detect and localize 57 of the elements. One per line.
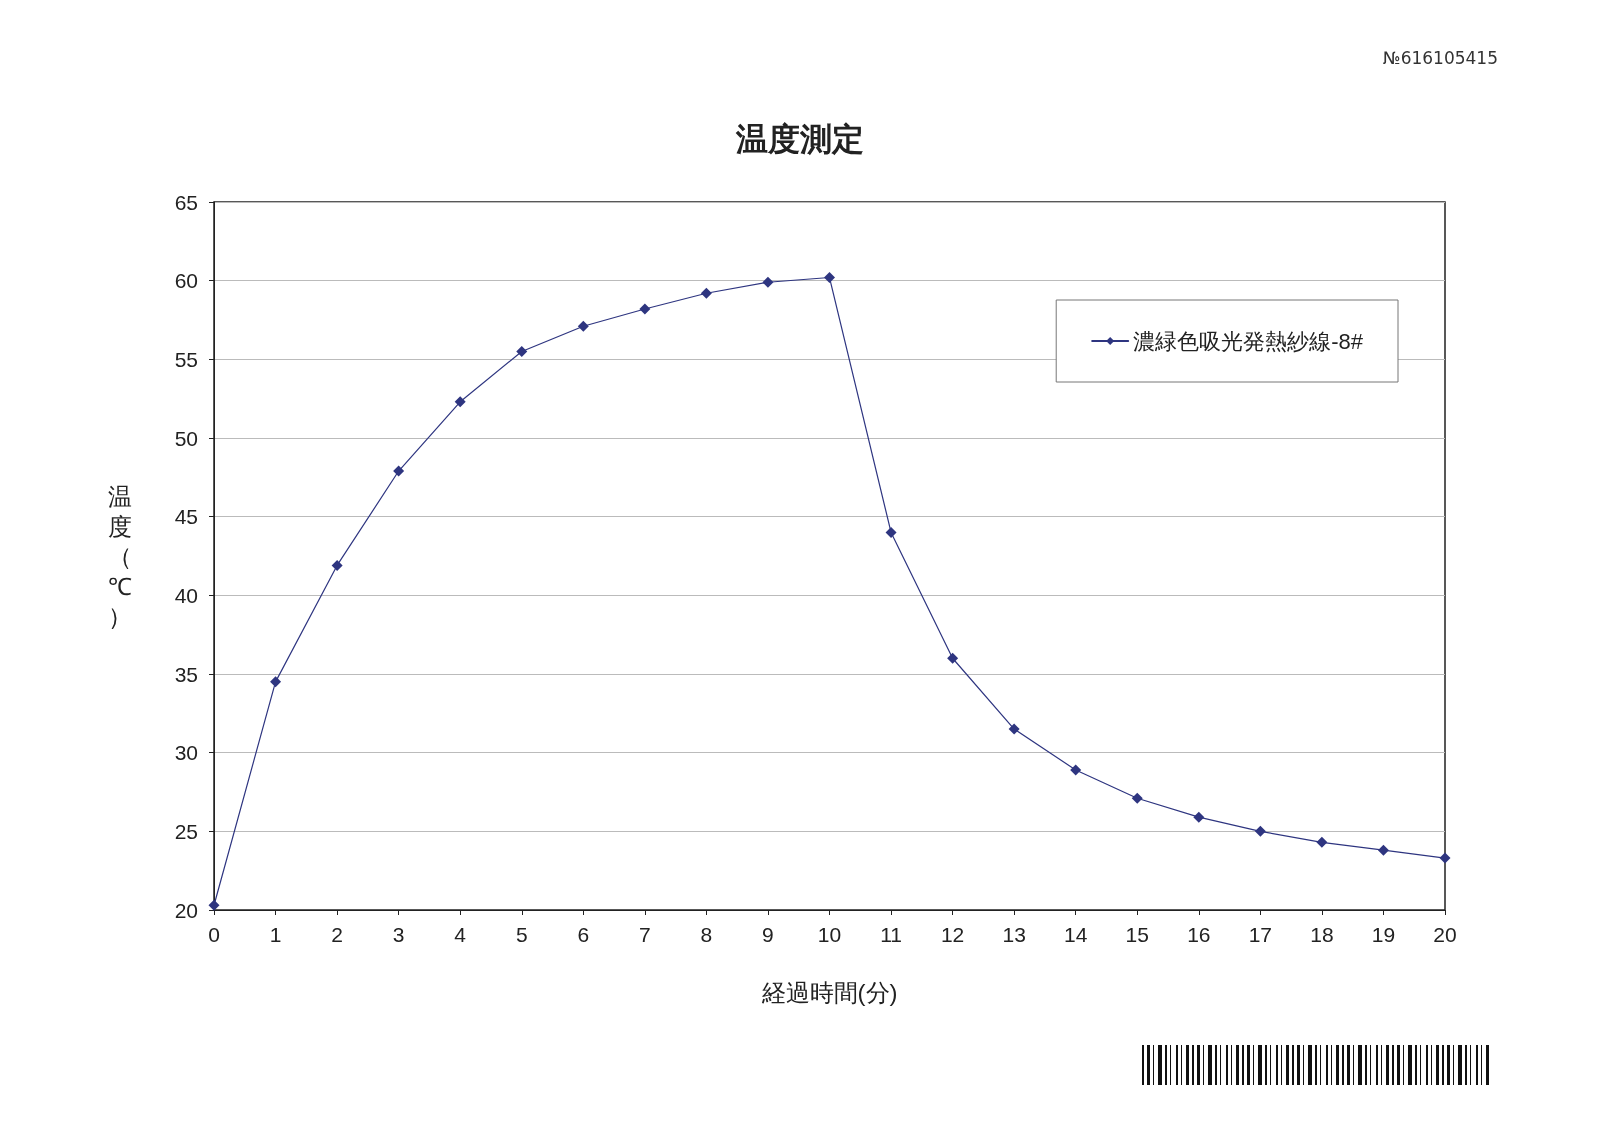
x-tick-label: 19	[1371, 923, 1396, 946]
y-axis-title: 温度（℃）	[108, 482, 132, 630]
x-tick-label: 1	[269, 923, 282, 946]
point	[1254, 825, 1266, 837]
x-tick-label: 4	[454, 923, 467, 946]
point	[454, 396, 466, 408]
point	[1193, 811, 1205, 823]
y-tick-label: 30	[174, 741, 198, 765]
point	[885, 526, 897, 538]
x-tick-label: 18	[1310, 923, 1334, 946]
point	[1316, 836, 1328, 848]
point	[700, 287, 712, 299]
x-tick-label: 0	[208, 923, 220, 946]
x-tick-label: 10	[817, 923, 842, 946]
x-tick-label: 3	[392, 923, 405, 946]
point	[270, 676, 282, 688]
x-tick-label: 16	[1187, 923, 1211, 946]
point	[208, 899, 220, 911]
y-tick-label: 45	[174, 505, 198, 529]
y-tick-label: 60	[174, 269, 198, 293]
point	[639, 303, 651, 315]
point	[762, 276, 774, 288]
x-tick-label: 13	[1002, 923, 1026, 946]
x-tick-label: 11	[880, 923, 902, 946]
x-tick-label: 2	[331, 923, 343, 946]
x-tick-label: 15	[1125, 923, 1149, 946]
point	[1439, 852, 1451, 864]
x-tick-label: 17	[1248, 923, 1273, 946]
y-tick-label: 65	[174, 190, 198, 214]
chart-title: 温度測定	[735, 121, 864, 157]
x-axis-title: 経過時間(分)	[760, 978, 898, 1006]
x-tick-label: 7	[639, 923, 651, 946]
point	[1070, 764, 1082, 776]
point	[1131, 792, 1143, 804]
point	[1008, 723, 1020, 735]
y-tick-label: 20	[174, 898, 198, 922]
legend-label: 濃緑色吸光発熱紗線-8#	[1133, 328, 1364, 354]
y-tick-label: 25	[174, 819, 198, 843]
x-tick-label: 14	[1064, 923, 1088, 946]
x-tick-label: 12	[940, 923, 965, 946]
x-tick-label: 6	[577, 923, 590, 946]
y-tick-label: 35	[174, 662, 198, 686]
x-tick-label: 20	[1433, 923, 1457, 946]
point	[577, 320, 589, 332]
point	[947, 652, 959, 664]
point	[824, 272, 835, 284]
x-tick-label: 8	[700, 923, 713, 946]
y-tick-label: 50	[174, 426, 198, 450]
point	[516, 345, 528, 357]
x-tick-label: 9	[762, 923, 774, 946]
point	[1377, 844, 1389, 856]
x-tick-label: 5	[515, 923, 528, 946]
y-tick-label: 55	[174, 347, 198, 371]
point	[393, 465, 405, 477]
point	[331, 559, 343, 571]
y-tick-label: 40	[174, 583, 198, 607]
text: №616105415	[1382, 48, 1498, 68]
